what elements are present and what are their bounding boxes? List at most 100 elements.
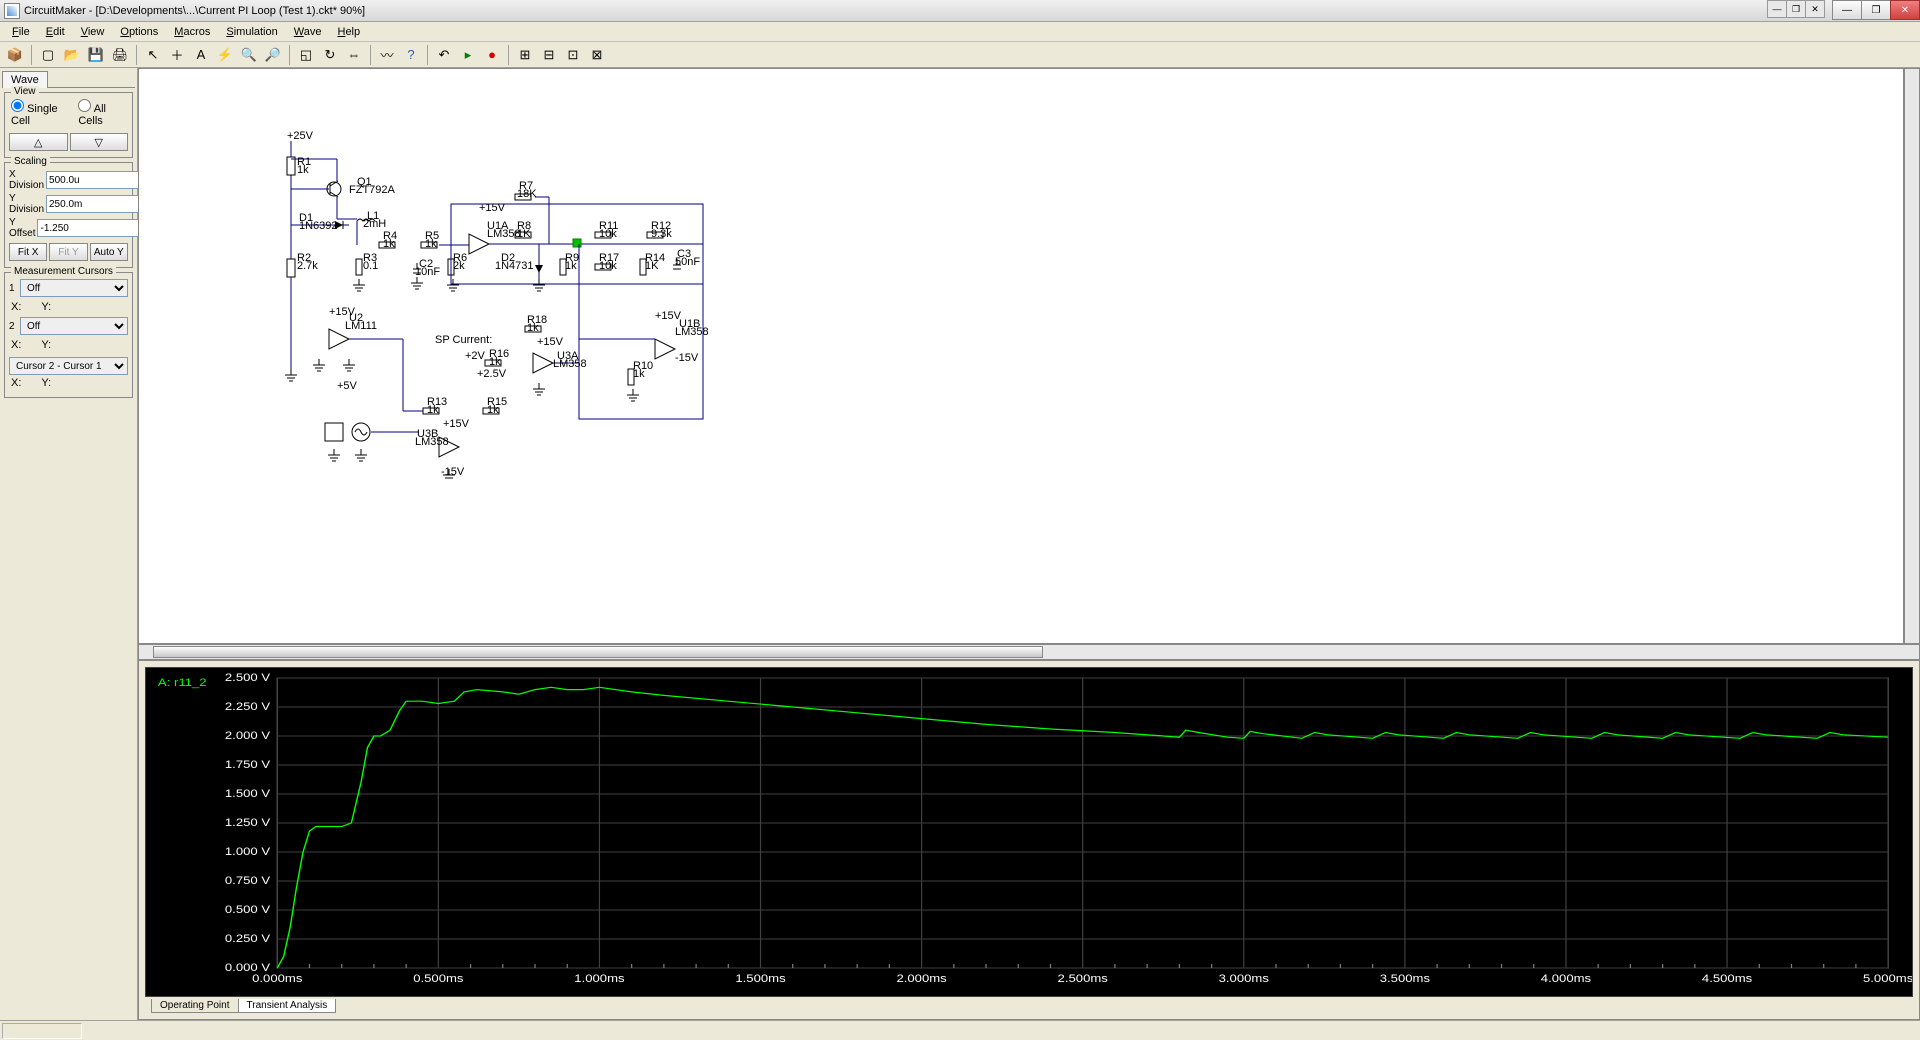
auto-y-button[interactable]: Auto Y — [90, 243, 128, 261]
menubar: FileEditViewOptionsMacrosSimulationWaveH… — [0, 22, 1920, 42]
zoom-icon[interactable]: 🔍 — [238, 44, 260, 66]
svg-text:0.000ms: 0.000ms — [252, 972, 302, 985]
svg-text:10nF: 10nF — [415, 266, 440, 278]
svg-text:1.750 V: 1.750 V — [225, 758, 271, 771]
hscroll-thumb[interactable] — [153, 646, 1043, 658]
scroll-down-button[interactable]: ▽ — [70, 133, 129, 151]
wire-icon[interactable]: ＋ — [166, 44, 188, 66]
sim3-icon[interactable]: ⊡ — [562, 44, 584, 66]
svg-text:1k: 1k — [383, 238, 395, 250]
mirror-icon[interactable]: ⇔ — [343, 44, 365, 66]
fit-x-button[interactable]: Fit X — [9, 243, 47, 261]
svg-text:1k: 1k — [565, 260, 577, 272]
svg-text:0.250 V: 0.250 V — [225, 932, 271, 945]
fit-y-button[interactable]: Fit Y — [49, 243, 87, 261]
svg-text:1.000 V: 1.000 V — [225, 845, 271, 858]
svg-text:1k: 1k — [487, 404, 499, 416]
svg-text:4.000ms: 4.000ms — [1541, 972, 1591, 985]
fit-icon[interactable]: ◱ — [295, 44, 317, 66]
svg-text:FZT792A: FZT792A — [349, 184, 396, 196]
svg-text:SP Current:: SP Current: — [435, 334, 492, 346]
scaling-group: Scaling X Division ▲▼ Y Division ▲▼ Y Of… — [4, 162, 133, 268]
scroll-up-button[interactable]: △ — [9, 133, 68, 151]
print-icon[interactable]: 🖨 — [109, 44, 131, 66]
svg-text:50nF: 50nF — [675, 256, 700, 268]
svg-text:-15V: -15V — [441, 466, 465, 478]
minimize-button[interactable]: — — [1832, 0, 1862, 20]
svg-text:1.500ms: 1.500ms — [735, 972, 785, 985]
help-icon[interactable]: ? — [400, 44, 422, 66]
new-icon[interactable]: ▢ — [37, 44, 59, 66]
mdi-minimize-button[interactable]: — — [1767, 0, 1787, 18]
menu-view[interactable]: View — [73, 24, 113, 40]
svg-text:-15V: -15V — [675, 352, 699, 364]
svg-text:2mH: 2mH — [363, 218, 386, 230]
svg-text:0.1: 0.1 — [363, 260, 378, 272]
svg-text:10k: 10k — [599, 228, 617, 240]
mdi-maximize-button[interactable]: ❐ — [1786, 0, 1806, 18]
single-cell-radio[interactable]: Single Cell — [11, 99, 70, 127]
package-icon[interactable]: 📦 — [4, 44, 26, 66]
zoomout-icon[interactable]: 🔎 — [262, 44, 284, 66]
all-cells-radio[interactable]: All Cells — [78, 99, 126, 127]
svg-text:+2.5V: +2.5V — [477, 368, 507, 380]
save-icon[interactable]: 💾 — [85, 44, 107, 66]
rotate-icon[interactable]: ↻ — [319, 44, 341, 66]
maximize-button[interactable]: ❐ — [1861, 0, 1891, 20]
wf-tab-transient-analysis[interactable]: Transient Analysis — [238, 999, 337, 1013]
cursor1-select[interactable]: Off — [20, 279, 128, 297]
schematic-vscroll[interactable] — [1904, 68, 1920, 644]
svg-text:1k: 1k — [633, 368, 645, 380]
svg-text:1.500 V: 1.500 V — [225, 787, 271, 800]
svg-text:1K: 1K — [645, 260, 659, 272]
waveform-icon[interactable]: 〰 — [376, 44, 398, 66]
waveform-plot[interactable]: A: r11_22.500 V2.250 V2.000 V1.750 V1.50… — [145, 667, 1913, 997]
svg-text:0.500ms: 0.500ms — [413, 972, 463, 985]
menu-macros[interactable]: Macros — [166, 24, 218, 40]
svg-text:LM111: LM111 — [345, 320, 377, 332]
sim1-icon[interactable]: ⊞ — [514, 44, 536, 66]
wf-tab-operating-point[interactable]: Operating Point — [151, 999, 239, 1013]
undo-icon[interactable]: ↶ — [433, 44, 455, 66]
svg-text:2k: 2k — [453, 260, 465, 272]
svg-text:+25V: +25V — [287, 130, 314, 142]
view-group: View Single Cell All Cells △ ▽ — [4, 92, 133, 158]
sim4-icon[interactable]: ⊠ — [586, 44, 608, 66]
probe-icon[interactable]: ⚡ — [214, 44, 236, 66]
titlebar: CircuitMaker - [D:\Developments\...\Curr… — [0, 0, 1920, 22]
step-icon[interactable]: ▸ — [457, 44, 479, 66]
svg-text:3.000ms: 3.000ms — [1219, 972, 1269, 985]
schematic-hscroll[interactable] — [138, 644, 1920, 660]
schematic-canvas[interactable]: +25VR11kQ1FZT792AD11N6392L12mHR41kR30.1R… — [138, 68, 1904, 644]
svg-text:0.750 V: 0.750 V — [225, 874, 271, 887]
menu-help[interactable]: Help — [329, 24, 368, 40]
stop-icon[interactable]: ● — [481, 44, 503, 66]
menu-file[interactable]: File — [4, 24, 38, 40]
statusbar — [0, 1020, 1920, 1040]
status-cell — [2, 1023, 82, 1039]
svg-text:+15V: +15V — [537, 336, 564, 348]
text-icon[interactable]: A — [190, 44, 212, 66]
svg-text:1k: 1k — [427, 404, 439, 416]
sim2-icon[interactable]: ⊟ — [538, 44, 560, 66]
menu-edit[interactable]: Edit — [38, 24, 73, 40]
menu-simulation[interactable]: Simulation — [218, 24, 285, 40]
mdi-close-button[interactable]: ✕ — [1805, 0, 1825, 18]
cursor-delta-select[interactable]: Cursor 2 - Cursor 1 — [9, 357, 128, 375]
waveform-panel: A: r11_22.500 V2.250 V2.000 V1.750 V1.50… — [138, 660, 1920, 1020]
svg-text:1k: 1k — [489, 356, 501, 368]
window-title: CircuitMaker - [D:\Developments\...\Curr… — [24, 5, 365, 17]
open-icon[interactable]: 📂 — [61, 44, 83, 66]
arrow-icon[interactable]: ↖ — [142, 44, 164, 66]
cursor2-select[interactable]: Off — [20, 317, 128, 335]
menu-options[interactable]: Options — [112, 24, 166, 40]
menu-wave[interactable]: Wave — [286, 24, 330, 40]
svg-text:1N6392: 1N6392 — [299, 220, 338, 232]
svg-text:A: r11_2: A: r11_2 — [158, 676, 207, 689]
svg-text:10k: 10k — [599, 260, 617, 272]
svg-text:1.000ms: 1.000ms — [574, 972, 624, 985]
svg-text:LM358: LM358 — [487, 228, 521, 240]
close-button[interactable]: ✕ — [1890, 0, 1920, 20]
svg-text:2.000ms: 2.000ms — [896, 972, 946, 985]
svg-text:2.500 V: 2.500 V — [225, 671, 271, 684]
